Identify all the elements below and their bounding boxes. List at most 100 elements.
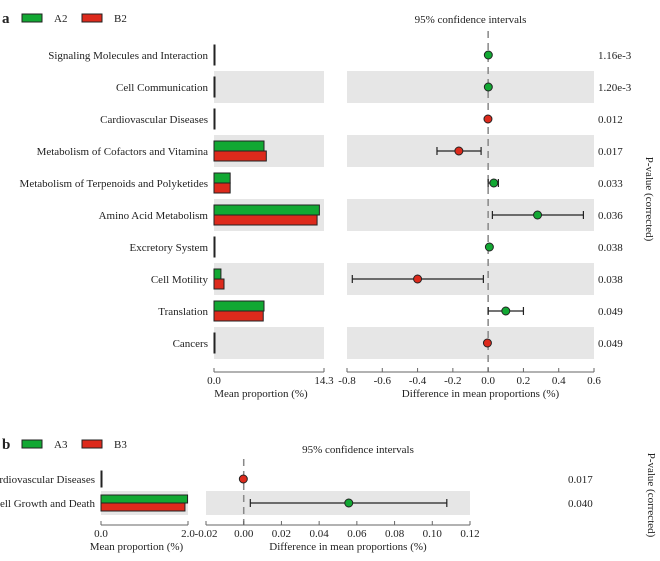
bar-group-a xyxy=(213,268,222,280)
diff-point xyxy=(482,338,492,348)
ci-title: 95% confidence intervals xyxy=(302,444,414,456)
diff-x-axis-label: Difference in mean proportions (%) xyxy=(402,388,560,400)
p-value: 0.012 xyxy=(598,114,623,126)
bar-group-a xyxy=(213,76,216,88)
diff-x-tick-label: -0.02 xyxy=(195,528,218,540)
category-label: Excretory System xyxy=(129,242,208,254)
bar-group-b xyxy=(213,182,231,194)
legend-label: A3 xyxy=(54,439,68,451)
diff-x-tick-label: -0.2 xyxy=(444,375,461,387)
bar-group-b xyxy=(213,246,216,258)
category-label: Cardiovascular Diseases xyxy=(0,474,95,486)
diff-x-tick-label: 0.06 xyxy=(347,528,367,540)
bar-group-b xyxy=(213,118,216,130)
diff-x-tick-label: 0.00 xyxy=(234,528,254,540)
p-value: 0.033 xyxy=(598,178,623,190)
p-value: 1.16e-3 xyxy=(598,50,632,62)
bar-group-b xyxy=(213,150,267,162)
bar-x-tick-label: 14.3 xyxy=(314,375,334,387)
bar-group-b xyxy=(213,310,264,322)
diff-x-tick-label: -0.6 xyxy=(374,375,392,387)
bar-group-b xyxy=(213,278,225,290)
legend-label: A2 xyxy=(54,13,67,25)
category-label: Cell Growth and Death xyxy=(0,498,95,510)
category-label: Signaling Molecules and Interaction xyxy=(48,50,208,62)
diff-point xyxy=(483,114,493,124)
p-value: 0.017 xyxy=(568,474,593,486)
diff-point xyxy=(413,274,423,284)
p-value: 0.017 xyxy=(598,146,623,158)
legend-swatch-a2 xyxy=(21,13,43,23)
diff-x-tick-label: 0.04 xyxy=(310,528,330,540)
category-label: Cardiovascular Diseases xyxy=(100,114,208,126)
diff-panel-band xyxy=(347,71,594,103)
bar-x-tick-label: 0.0 xyxy=(94,528,108,540)
bar-x-axis-label: Mean proportion (%) xyxy=(90,541,184,553)
category-label: Metabolism of Cofactors and Vitamina xyxy=(37,146,209,158)
diff-x-tick-label: 0.4 xyxy=(552,375,566,387)
p-value: 0.040 xyxy=(568,498,593,510)
legend-swatch-a3 xyxy=(21,439,43,449)
bar-group-a xyxy=(213,108,216,120)
legend-swatch-b3 xyxy=(81,439,103,449)
bar-x-tick-label: 0.0 xyxy=(207,375,221,387)
bar-group-b xyxy=(213,86,216,98)
diff-x-tick-label: 0.10 xyxy=(423,528,443,540)
bar-group-b xyxy=(213,214,318,226)
p-value-axis-label: P-value (corrected) xyxy=(645,453,657,538)
diff-point xyxy=(483,82,493,92)
bar-group-a xyxy=(213,236,216,248)
p-value: 0.038 xyxy=(598,274,623,286)
diff-panel-band xyxy=(347,327,594,359)
diff-point xyxy=(238,474,248,484)
diff-point xyxy=(484,242,494,252)
diff-x-axis-label: Difference in mean proportions (%) xyxy=(269,541,427,553)
category-label: Cancers xyxy=(173,338,208,350)
panel-label: b xyxy=(2,437,10,453)
bar-group-b xyxy=(213,54,216,66)
p-value: 0.049 xyxy=(598,338,623,350)
bar-group-a xyxy=(100,494,189,504)
bar-group-b xyxy=(100,478,103,488)
ci-title: 95% confidence intervals xyxy=(415,14,527,26)
bar-group-a xyxy=(213,300,265,312)
bar-x-axis-label: Mean proportion (%) xyxy=(214,388,308,400)
bar-group-a xyxy=(100,470,103,480)
bar-panel-band xyxy=(214,327,324,359)
bar-panel-band xyxy=(214,263,324,295)
category-label: Metabolism of Terpenoids and Polyketides xyxy=(20,178,208,190)
diff-x-tick-label: 0.0 xyxy=(481,375,495,387)
diff-x-tick-label: 0.02 xyxy=(272,528,291,540)
legend-label: B2 xyxy=(114,13,127,25)
bar-x-tick-label: 2.0 xyxy=(181,528,195,540)
legend-swatch-b2 xyxy=(81,13,103,23)
diff-x-tick-label: 0.2 xyxy=(517,375,531,387)
category-label: Cell Communication xyxy=(116,82,208,94)
p-value: 0.038 xyxy=(598,242,623,254)
panel-label: a xyxy=(2,11,10,27)
p-value: 0.036 xyxy=(598,210,623,222)
p-value-axis-label: P-value (corrected) xyxy=(643,157,655,242)
bar-group-a xyxy=(213,44,216,56)
diff-point xyxy=(533,210,543,220)
diff-x-tick-label: 0.12 xyxy=(460,528,479,540)
p-value: 0.049 xyxy=(598,306,623,318)
bar-panel-band xyxy=(214,71,324,103)
bar-group-a xyxy=(213,204,320,216)
bar-group-a xyxy=(213,172,231,184)
diff-x-tick-label: -0.8 xyxy=(338,375,356,387)
diff-point xyxy=(483,50,493,60)
bar-group-b xyxy=(100,502,186,512)
diff-point xyxy=(501,306,511,316)
bar-group-a xyxy=(213,140,265,152)
category-label: Translation xyxy=(158,306,208,318)
bar-group-a xyxy=(213,332,216,344)
diff-point xyxy=(344,498,354,508)
diff-x-tick-label: -0.4 xyxy=(409,375,427,387)
diff-x-tick-label: 0.6 xyxy=(587,375,601,387)
category-label: Cell Motility xyxy=(151,274,209,286)
diff-x-tick-label: 0.08 xyxy=(385,528,405,540)
diff-point xyxy=(454,146,464,156)
legend-label: B3 xyxy=(114,439,127,451)
